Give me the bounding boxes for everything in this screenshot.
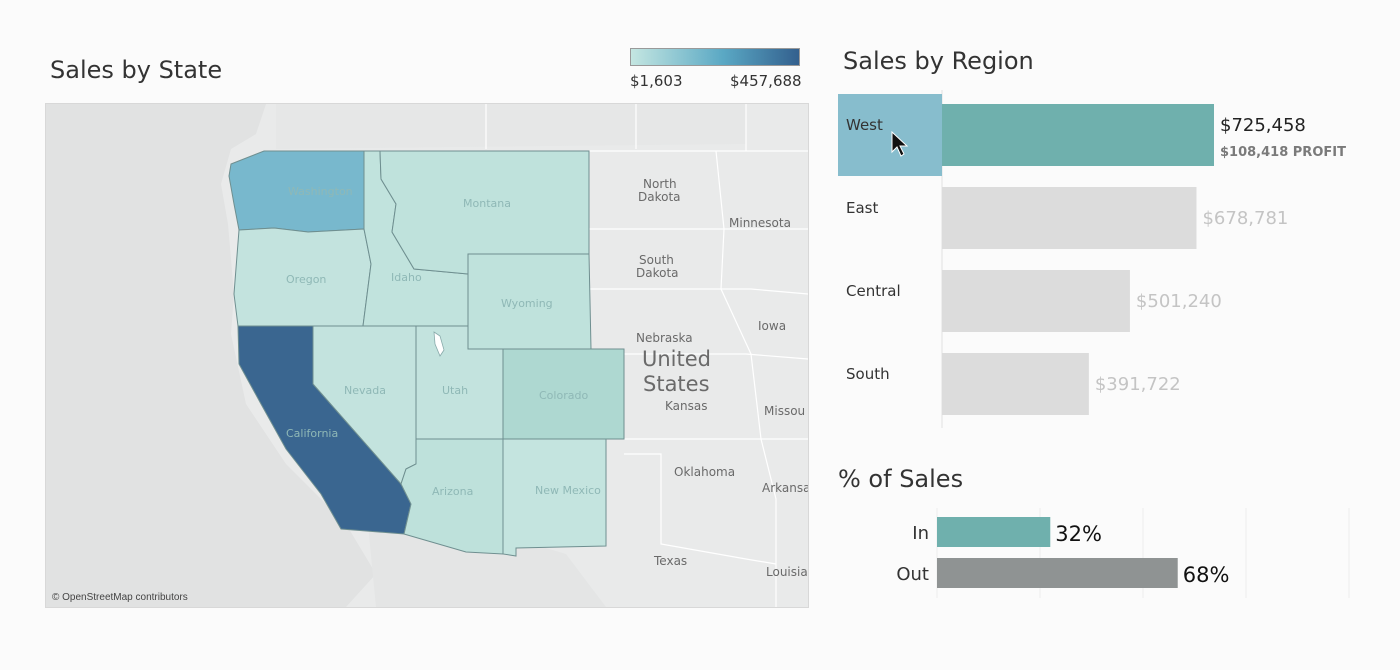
label-missouri: Missou xyxy=(764,404,805,418)
pct-value-out: 68% xyxy=(1183,563,1230,587)
label-united: United xyxy=(642,347,711,371)
region-label-south[interactable]: South xyxy=(846,365,890,383)
label-nevada: Nevada xyxy=(344,384,386,397)
map-title: Sales by State xyxy=(50,56,223,84)
map-canvas[interactable]: Washington Oregon Idaho Montana Wyoming … xyxy=(46,104,808,607)
pct-label-out: Out xyxy=(896,564,929,585)
map-attribution: © OpenStreetMap contributors xyxy=(52,592,188,603)
background-borders xyxy=(485,104,808,607)
region-value-south: $391,722 xyxy=(1095,374,1181,395)
label-oregon: Oregon xyxy=(286,273,326,286)
great-salt-lake xyxy=(433,331,445,357)
map-ocean xyxy=(46,104,376,607)
pct-value-in: 32% xyxy=(1055,522,1102,546)
pct-bar-out[interactable] xyxy=(937,558,1178,588)
pct-of-sales-chart[interactable]: In 32% Out 68% xyxy=(870,508,1360,603)
region-value-east: $678,781 xyxy=(1202,208,1288,229)
label-idaho: Idaho xyxy=(391,271,422,284)
label-louisiana: Louisia xyxy=(766,565,808,579)
label-new-mexico: New Mexico xyxy=(535,484,601,497)
pct-title: % of Sales xyxy=(838,465,964,493)
label-iowa: Iowa xyxy=(758,319,786,333)
label-nebraska: Nebraska xyxy=(636,331,693,345)
label-washington: Washington xyxy=(288,185,353,198)
mouse-cursor-icon xyxy=(891,130,909,157)
region-label-east[interactable]: East xyxy=(846,199,878,217)
label-north-dakota-2: Dakota xyxy=(638,190,681,204)
region-value-central: $501,240 xyxy=(1136,291,1222,312)
label-montana: Montana xyxy=(463,197,511,210)
label-wyoming: Wyoming xyxy=(501,297,553,310)
region-label-west[interactable]: West xyxy=(846,116,883,134)
region-title: Sales by Region xyxy=(843,47,1034,75)
state-shapes[interactable] xyxy=(228,150,625,557)
pct-label-in: In xyxy=(912,523,929,544)
region-bar-east[interactable] xyxy=(942,187,1197,249)
label-minnesota: Minnesota xyxy=(729,216,791,230)
label-california: California xyxy=(286,427,338,440)
label-utah: Utah xyxy=(442,384,468,397)
region-bar-central[interactable] xyxy=(942,270,1130,332)
sales-by-region-chart[interactable]: West $725,458 $108,418 PROFIT East $678,781 C… xyxy=(830,90,1370,430)
label-south-dakota-2: Dakota xyxy=(636,266,679,280)
state-colorado[interactable] xyxy=(502,348,625,440)
region-bar-west[interactable] xyxy=(942,104,1214,166)
region-value-west: $725,458 xyxy=(1220,115,1306,136)
region-profit-west: $108,418 PROFIT xyxy=(1220,145,1346,160)
label-states: States xyxy=(643,372,710,396)
label-colorado: Colorado xyxy=(539,389,588,402)
state-new-mexico[interactable] xyxy=(502,438,607,557)
label-arizona: Arizona xyxy=(432,485,473,498)
label-oklahoma: Oklahoma xyxy=(674,465,735,479)
region-bar-south[interactable] xyxy=(942,353,1089,415)
label-south-dakota-1: South xyxy=(639,253,674,267)
legend-min-label: $1,603 xyxy=(630,72,683,90)
label-texas: Texas xyxy=(653,554,687,568)
label-kansas: Kansas xyxy=(665,399,707,413)
sales-by-state-map[interactable]: Washington Oregon Idaho Montana Wyoming … xyxy=(45,103,809,608)
legend-max-label: $457,688 xyxy=(730,72,802,90)
label-arkansas: Arkansas xyxy=(762,481,808,495)
pct-bar-in[interactable] xyxy=(937,517,1051,547)
label-north-dakota-1: North xyxy=(643,177,677,191)
region-label-highlight-west[interactable] xyxy=(838,94,942,176)
state-montana[interactable] xyxy=(379,150,590,275)
color-legend-ramp xyxy=(630,48,800,66)
map-canada xyxy=(276,104,746,149)
region-label-central[interactable]: Central xyxy=(846,282,901,300)
